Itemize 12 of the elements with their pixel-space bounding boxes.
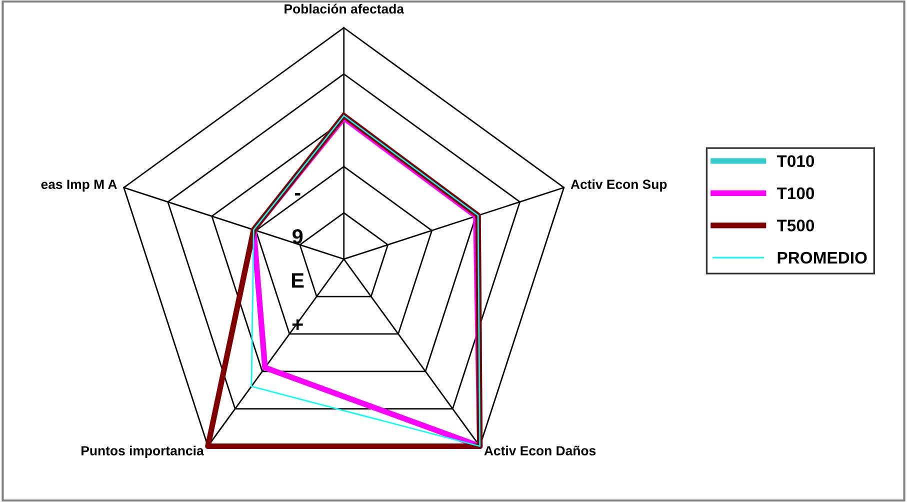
legend-label: T500 <box>776 220 814 232</box>
spoke-label: Población afectada <box>284 4 404 14</box>
legend-label: PROMEDIO <box>778 252 867 264</box>
legend-label: T100 <box>776 187 814 200</box>
spoke-label: Activ Econ Daños <box>484 446 596 456</box>
text: 9 <box>292 229 303 244</box>
text: - <box>294 193 300 196</box>
spoke-label: eas Imp M A <box>41 180 117 192</box>
text: E <box>292 273 304 288</box>
legend-label: T010 <box>776 155 814 168</box>
spoke-label: Activ Econ Sup <box>570 179 667 192</box>
spoke-label: Puntos importancia <box>82 446 204 458</box>
